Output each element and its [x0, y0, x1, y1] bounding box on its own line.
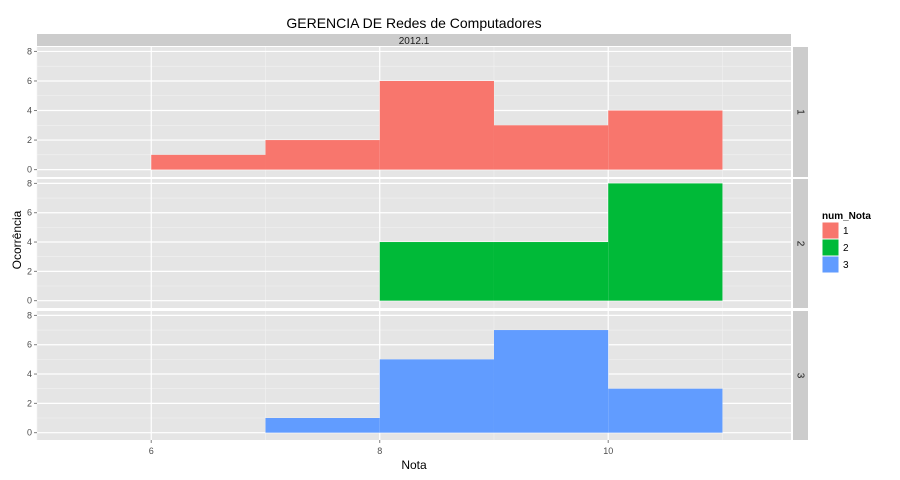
- x-tick-label: 8: [377, 446, 382, 456]
- row-strip: [793, 311, 808, 440]
- row-strip-label: 2: [795, 241, 806, 247]
- histogram-bar: [493, 125, 609, 170]
- y-tick-label: 6: [27, 76, 32, 86]
- x-axis: 6 8 10: [149, 440, 613, 456]
- x-axis-title: Nota: [401, 458, 427, 472]
- x-tick-label: 10: [603, 446, 613, 456]
- chart-title: GERENCIA DE Redes de Computadores: [286, 15, 541, 31]
- y-tick-label: 2: [27, 398, 32, 408]
- y-tick-label: 2: [27, 135, 32, 145]
- facet-panel-1: 0 2 4 6 8 1: [27, 46, 808, 177]
- y-tick-label: 4: [27, 106, 32, 116]
- legend-key-swatch: [822, 222, 839, 239]
- y-tick-label: 4: [27, 237, 32, 247]
- histogram-bar: [493, 242, 609, 301]
- facet-panel-2: 0 2 4 6 8 2: [27, 178, 808, 308]
- y-tick-label: 8: [27, 310, 32, 320]
- y-tick-label: 0: [27, 296, 32, 306]
- histogram-bar: [265, 140, 380, 170]
- histogram-bar: [608, 388, 723, 433]
- histogram-bar: [608, 110, 723, 170]
- row-strip: [793, 179, 808, 308]
- histogram-bar: [379, 80, 494, 170]
- legend-entry-label: 2: [843, 243, 849, 254]
- legend-title: num_Nota: [822, 211, 871, 222]
- column-strip-label: 2012.1: [399, 36, 430, 47]
- legend-entry-label: 1: [843, 226, 849, 237]
- histogram-bar: [379, 359, 494, 433]
- row-strip: [793, 47, 808, 177]
- y-tick-label: 8: [27, 178, 32, 188]
- x-tick-label: 6: [149, 446, 154, 456]
- y-tick-label: 6: [27, 208, 32, 218]
- legend-key-swatch: [822, 256, 839, 273]
- row-strip-label: 1: [795, 109, 806, 115]
- histogram-bar: [493, 330, 609, 433]
- column-strip: [37, 34, 791, 46]
- legend-key-swatch: [822, 239, 839, 256]
- y-tick-label: 0: [27, 165, 32, 175]
- row-strip-label: 3: [795, 373, 806, 379]
- y-tick-label: 4: [27, 369, 32, 379]
- y-tick-label: 6: [27, 340, 32, 350]
- y-tick-label: 2: [27, 266, 32, 276]
- histogram-bar: [608, 183, 723, 301]
- facet-panel-3: 0 2 4 6 8 3: [27, 310, 808, 440]
- legend-entry-label: 3: [843, 260, 849, 271]
- histogram-bar: [265, 418, 380, 433]
- histogram-bar: [379, 242, 494, 301]
- y-tick-label: 0: [27, 428, 32, 438]
- histogram-bar: [151, 154, 266, 170]
- y-axis-title: Ocorrência: [10, 210, 24, 269]
- legend: num_Nota 1 2 3: [821, 211, 871, 274]
- y-tick-label: 8: [27, 46, 32, 56]
